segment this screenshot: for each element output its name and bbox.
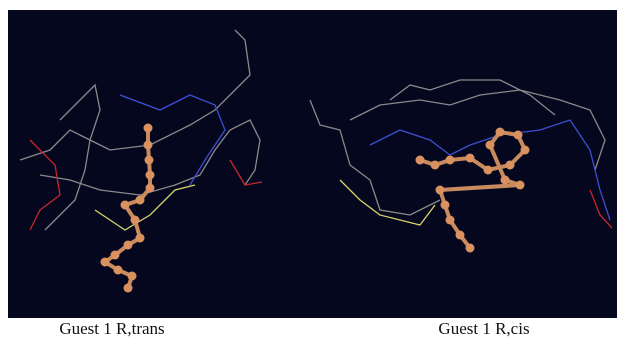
atom [128,272,137,281]
atom [144,124,153,133]
atom [484,166,493,175]
atom [466,154,475,163]
atom [441,201,450,210]
atom [514,131,523,140]
atom [486,141,495,150]
atom [144,141,153,150]
atom [496,128,505,137]
atom [521,146,530,155]
atom [516,181,525,190]
atom [124,284,133,293]
caption: Guest 1 R,cis [438,319,529,338]
render-background [8,10,617,318]
atom [145,156,154,165]
atom [466,244,475,253]
caption: Guest 1 R,trans [59,319,164,338]
atom [101,258,110,267]
atom [446,216,455,225]
figure: Guest 1 R,trans Guest 1 R,cis [0,0,625,342]
atom [506,161,515,170]
atom [456,231,465,240]
atom [431,161,440,170]
atom [124,241,133,250]
atom [136,234,145,243]
atom [501,176,510,185]
atom [146,171,155,180]
atom [136,196,145,205]
atom [146,184,155,193]
atom [121,201,130,210]
atom [436,186,445,195]
atom [111,251,120,260]
atom [114,266,123,275]
atom [131,216,140,225]
atom [446,156,455,165]
atom [416,156,425,165]
